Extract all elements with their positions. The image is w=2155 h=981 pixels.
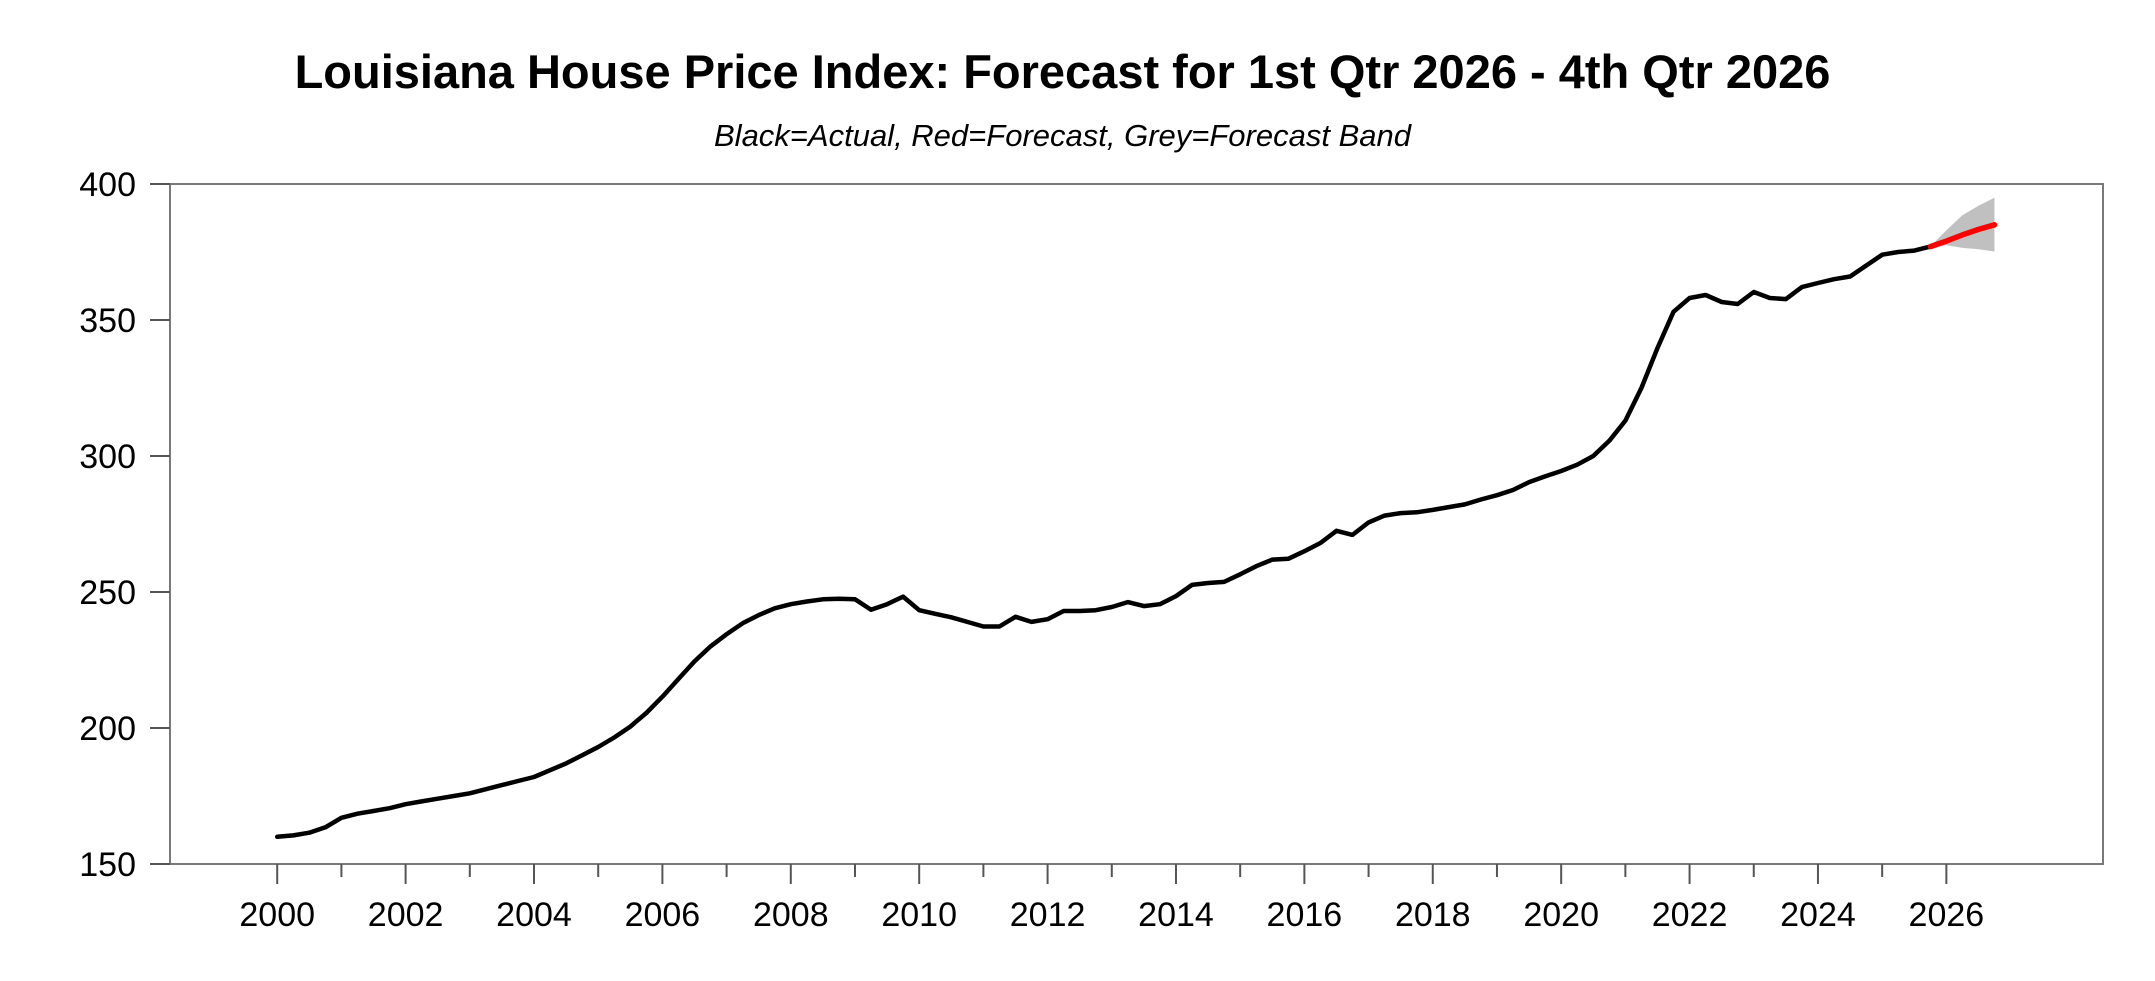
plot-frame (169, 183, 2104, 865)
x-tick-label: 2008 (753, 896, 829, 934)
x-tick-label: 2024 (1780, 896, 1856, 934)
x-tick-label: 2012 (1010, 896, 1086, 934)
y-tick-label: 400 (79, 166, 136, 204)
x-tick-label: 2026 (1909, 896, 1985, 934)
forecast-band (1930, 197, 1995, 252)
x-tick-label: 2004 (496, 896, 572, 934)
x-tick-label: 2010 (881, 896, 957, 934)
y-tick-label: 250 (79, 574, 136, 612)
y-tick-label: 350 (79, 302, 136, 340)
x-tick-label: 2000 (239, 896, 315, 934)
x-tick-label: 2014 (1138, 896, 1214, 934)
chart-subtitle: Black=Actual, Red=Forecast, Grey=Forecas… (714, 118, 1411, 153)
forecast-line (1927, 222, 1998, 250)
y-tick-label: 200 (79, 710, 136, 748)
x-tick-label: 2018 (1395, 896, 1471, 934)
y-tick-label: 150 (79, 846, 136, 884)
chart-title: Louisiana House Price Index: Forecast fo… (294, 45, 1831, 98)
x-tick-label: 2006 (625, 896, 701, 934)
x-tick-label: 2016 (1267, 896, 1343, 934)
actual-line (274, 244, 1933, 840)
x-tick-label: 2020 (1523, 896, 1599, 934)
x-tick-label: 2022 (1652, 896, 1728, 934)
x-tick-label: 2002 (368, 896, 444, 934)
y-tick-label: 300 (79, 438, 136, 476)
